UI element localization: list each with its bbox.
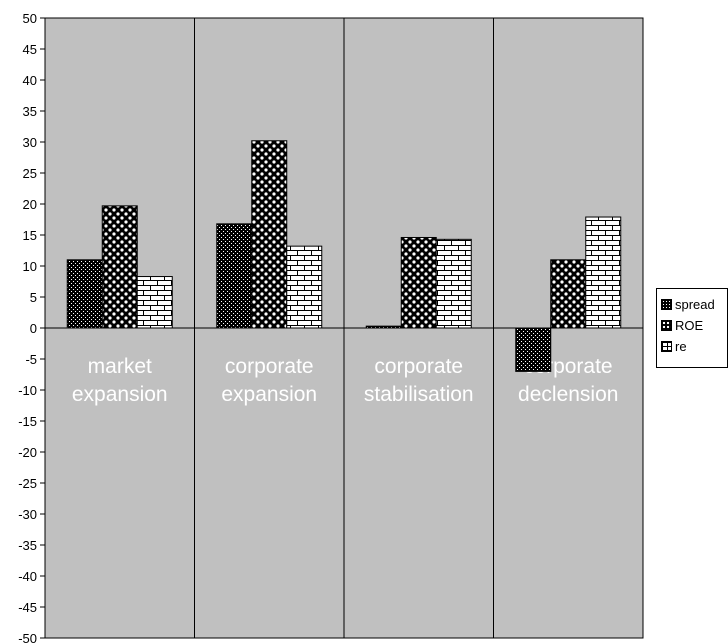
y-tick-label: -50 [18, 631, 37, 643]
legend-label-roe: ROE [675, 318, 704, 333]
y-tick-label: 35 [23, 104, 37, 119]
bar-roe [101, 205, 138, 329]
legend-swatch-spread [661, 299, 672, 310]
bar-re [286, 245, 323, 329]
legend-item-spread: spread [661, 294, 727, 315]
y-tick-label: -35 [18, 538, 37, 553]
category-label: stabilisation [364, 383, 474, 406]
y-axis: 50454035302520151050-5-10-15-20-25-30-35… [18, 11, 45, 643]
bar-spread [66, 259, 103, 329]
category-label: expansion [221, 383, 317, 406]
y-tick-label: 25 [23, 166, 37, 181]
category-label: corporate [374, 355, 463, 378]
bar-roe [550, 259, 587, 329]
y-tick-label: 40 [23, 73, 37, 88]
y-tick-label: 30 [23, 135, 37, 150]
y-tick-label: 10 [23, 259, 37, 274]
bar-roe [400, 236, 437, 329]
y-tick-label: -10 [18, 383, 37, 398]
bar-re [585, 216, 622, 329]
legend: spread ROE re [656, 288, 728, 368]
y-tick-label: 45 [23, 42, 37, 57]
legend-swatch-re [661, 341, 672, 352]
y-tick-label: 5 [30, 290, 37, 305]
category-label: corporate [225, 355, 314, 378]
y-tick-label: 0 [30, 321, 37, 336]
category-label: market [88, 355, 152, 378]
bar-spread [515, 327, 552, 372]
bar-roe [251, 140, 288, 329]
legend-item-roe: ROE [661, 315, 727, 336]
legend-swatch-roe [661, 320, 672, 331]
y-tick-label: -20 [18, 445, 37, 460]
y-tick-label: 20 [23, 197, 37, 212]
legend-label-spread: spread [675, 297, 715, 312]
bar-re [136, 276, 173, 329]
y-tick-label: -25 [18, 476, 37, 491]
y-tick-label: -30 [18, 507, 37, 522]
y-tick-label: -15 [18, 414, 37, 429]
y-tick-label: -5 [25, 352, 37, 367]
y-tick-label: 15 [23, 228, 37, 243]
category-label: expansion [72, 383, 168, 406]
bars [66, 140, 622, 372]
legend-label-re: re [675, 339, 687, 354]
bar-spread [216, 223, 253, 329]
category-label: declension [518, 383, 618, 406]
legend-item-re: re [661, 336, 727, 357]
y-tick-label: 50 [23, 11, 37, 26]
bar-re [435, 238, 472, 329]
y-tick-label: -40 [18, 569, 37, 584]
y-tick-label: -45 [18, 600, 37, 615]
